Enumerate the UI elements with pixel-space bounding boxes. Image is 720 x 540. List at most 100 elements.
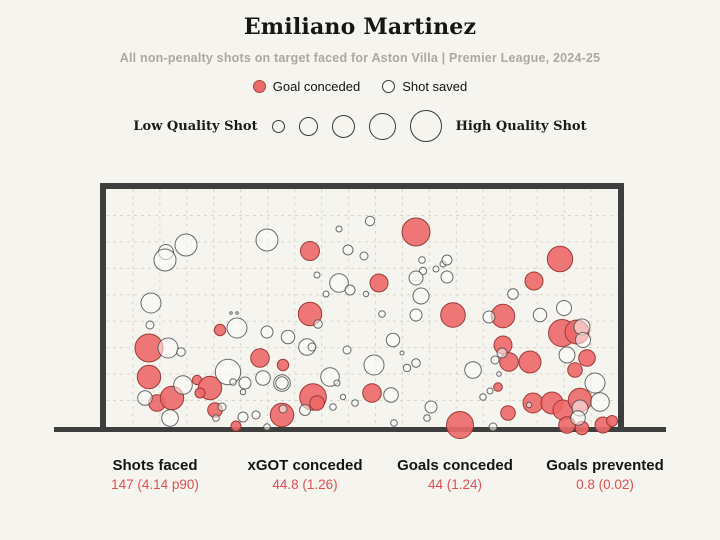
shot-circle-goal (522, 392, 544, 414)
shot-circle-save (590, 392, 610, 412)
shot-circle-goal (276, 358, 290, 372)
legend-item-shot-saved: Shot saved (382, 79, 467, 94)
shot-circle-goal (136, 364, 162, 390)
shot-circle-save (342, 345, 352, 355)
shot-circle-save (299, 404, 311, 416)
shot-circle-goal (567, 362, 583, 378)
header: Emiliano Martinez All non-penalty shots … (0, 14, 720, 65)
shot-circle-save (385, 332, 401, 348)
shot-circle-goal (362, 383, 382, 403)
stat-value: 44 (1.24) (427, 477, 483, 492)
shot-circle-save (359, 251, 369, 261)
shot-circle-save (335, 225, 343, 233)
shot-circle-save (418, 256, 426, 264)
shot-circle-save (390, 419, 398, 427)
shot-circle-save (161, 409, 179, 427)
quality-size-circle-icon (298, 116, 318, 136)
shot-circle-save (432, 265, 440, 273)
high-quality-label: High Quality Shot (455, 118, 587, 134)
shot-circle-save (329, 273, 349, 293)
goal-conceded-dot-icon (252, 80, 266, 93)
quality-legend: Low Quality Shot High Quality Shot (0, 110, 720, 142)
shot-circle-goal (546, 245, 574, 273)
shot-circle-goal (524, 271, 544, 291)
shot-circle-save (322, 290, 330, 298)
shot-circle-goal (194, 387, 206, 399)
shot-circle-goal (213, 323, 227, 337)
stat-label: Goals prevented (546, 457, 664, 474)
shot-circle-save (153, 248, 177, 272)
shot-circle-save (412, 287, 430, 305)
shot-circle-save (362, 290, 370, 298)
shot-circle-save (313, 319, 323, 329)
quality-size-circle-icon (331, 114, 355, 138)
shot-circle-save (411, 358, 421, 368)
shot-circle-save (570, 410, 586, 426)
shot-circle-goal (250, 348, 270, 368)
shot-circle-save (239, 388, 247, 396)
goal-crossbar (100, 183, 624, 189)
shot-circle-goal (401, 217, 431, 247)
shot-circle-save (255, 228, 279, 252)
shot-circle-save (351, 399, 359, 407)
page-subtitle: All non-penalty shots on target faced fo… (119, 51, 601, 65)
shot-circle-save (174, 233, 198, 257)
shot-circle-save (486, 387, 494, 395)
shot-circle-save (507, 288, 519, 300)
quality-size-circles (271, 110, 442, 142)
ground-line (54, 427, 666, 432)
quality-size-circle-icon (409, 110, 442, 142)
shot-circle-save (145, 320, 155, 330)
shot-circle-save (263, 423, 271, 431)
shot-circle-save (383, 387, 399, 403)
shot-circle-goal (518, 350, 542, 374)
shot-circle-save (329, 403, 337, 411)
shot-circle-save (479, 393, 487, 401)
shot-circle-save (441, 254, 453, 266)
shot-circle-save (217, 402, 227, 412)
shot-circle-save (255, 370, 271, 386)
shot-circle-goal (309, 395, 325, 411)
shot-circle-save (378, 310, 386, 318)
shot-circle-save (496, 371, 502, 377)
shot-circle-save (488, 422, 498, 432)
shot-circle-goal (230, 420, 242, 432)
shot-circle-save (333, 379, 341, 387)
legend-item-goal-conceded: Goal conceded (252, 79, 360, 94)
shot-circle-save (490, 355, 500, 365)
shot-circle-save (575, 332, 591, 348)
shot-circle-save (464, 361, 482, 379)
goal-post-right (618, 183, 624, 430)
shot-circle-save (307, 342, 317, 352)
shot-circle-save (584, 372, 606, 394)
shot-saved-label: Shot saved (402, 79, 468, 94)
shot-circle-goal (578, 349, 596, 367)
shot-circle-save (339, 393, 347, 401)
shot-circle-goal (440, 302, 466, 328)
shot-circle-save (237, 411, 249, 423)
shot-circles (134, 215, 618, 439)
shot-circle-save (408, 270, 424, 286)
stat-label: Goals conceded (397, 457, 513, 474)
shot-circle-save (212, 414, 220, 422)
page-title: Emiliano Martinez (243, 14, 477, 40)
shot-circle-save (556, 300, 572, 316)
shot-circle-goal (269, 402, 295, 428)
stat-goals-prevented: Goals prevented 0.8 (0.02) (530, 457, 680, 492)
quality-size-circle-icon (271, 119, 285, 133)
shot-saved-dot-icon (382, 80, 396, 93)
shot-circle-save (363, 354, 385, 376)
shot-circle-save (226, 317, 248, 339)
outcome-legend: Goal conceded Shot saved (0, 79, 720, 94)
shot-circle-goal (300, 241, 320, 261)
stat-xgot-conceded: xGOT conceded 44.8 (1.26) (230, 457, 380, 492)
shot-circle-save (235, 311, 239, 315)
shot-circle-save (344, 284, 356, 296)
shot-circle-save (137, 390, 153, 406)
shot-circle-goal (446, 411, 474, 439)
shot-circle-save (238, 376, 252, 390)
low-quality-label: Low Quality Shot (133, 118, 258, 134)
shot-circle-save (482, 310, 496, 324)
